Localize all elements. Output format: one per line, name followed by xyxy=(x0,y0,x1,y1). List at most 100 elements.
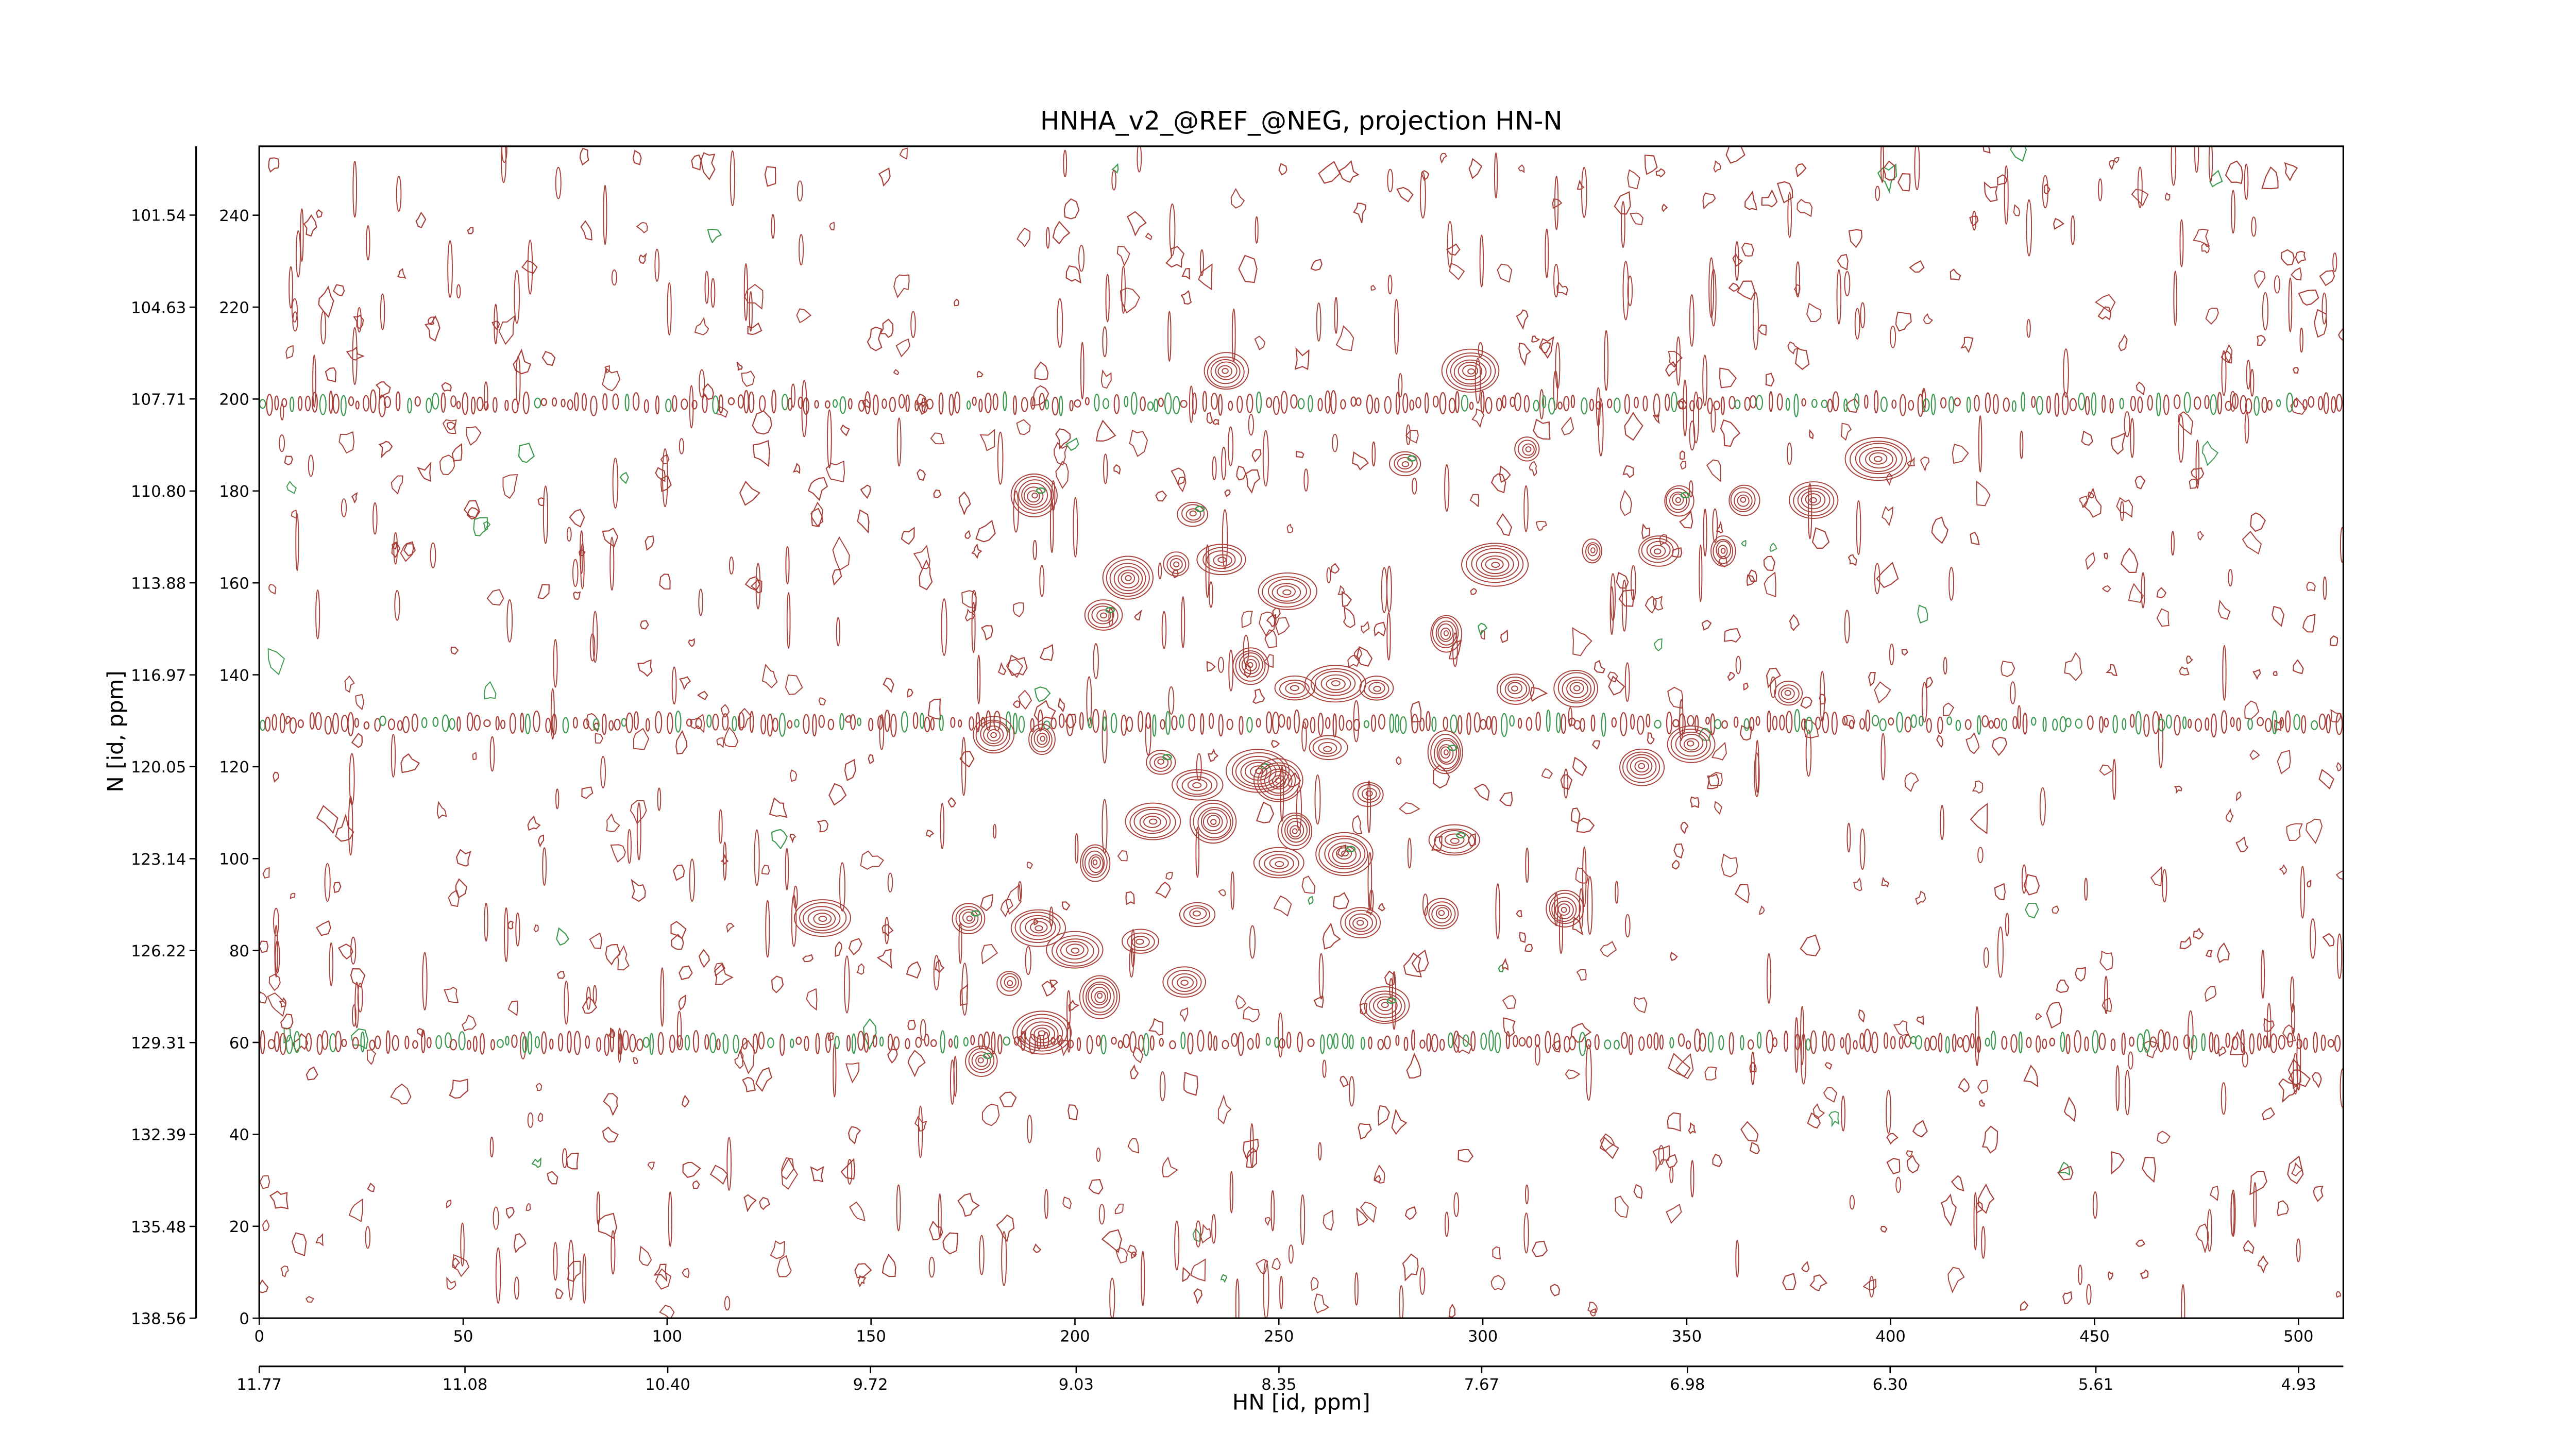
noise xyxy=(1732,253,1743,267)
peak xyxy=(1340,907,1381,938)
ridge-contour xyxy=(1985,1037,1990,1047)
peak xyxy=(1461,543,1529,587)
peak-contour xyxy=(1181,776,1212,795)
ridge-contour xyxy=(1665,393,1670,411)
noise xyxy=(1264,629,1277,648)
noise xyxy=(547,1171,558,1185)
peak-contour xyxy=(1805,493,1821,506)
ridge-contour xyxy=(834,1035,840,1049)
ridge-contour xyxy=(1426,711,1431,732)
noise-streak xyxy=(961,963,968,1016)
ridge-contour xyxy=(274,395,279,411)
peak-contour xyxy=(1680,733,1704,753)
ridge-contour xyxy=(972,396,977,406)
ridge-contour xyxy=(1100,1034,1107,1055)
noise xyxy=(1338,160,1360,183)
noise-streak xyxy=(1249,925,1256,959)
noise-streak xyxy=(564,981,569,1025)
noise xyxy=(1886,1133,1899,1145)
ridge-contour xyxy=(2308,396,2315,408)
noise-streak xyxy=(953,1055,957,1097)
noise-streak xyxy=(1316,302,1321,342)
noise-streak xyxy=(1093,643,1099,679)
ridge-contour xyxy=(1126,716,1133,732)
y-tick-label: 100 xyxy=(219,851,249,869)
noise-streak xyxy=(1419,1267,1426,1295)
noise xyxy=(1127,1138,1140,1154)
noise xyxy=(2118,334,2128,351)
ridge-contour xyxy=(1426,1033,1432,1052)
ridge-contour xyxy=(2311,720,2318,730)
ridge-contour xyxy=(621,718,627,727)
ridge-contour xyxy=(285,1035,293,1054)
peak-contour xyxy=(1189,907,1207,920)
noise-streak xyxy=(1554,175,1559,230)
noise xyxy=(1384,970,1396,986)
noise xyxy=(290,892,296,899)
noise-streak xyxy=(1735,241,1739,281)
noise xyxy=(1446,243,1461,256)
noise xyxy=(633,1057,638,1064)
peak-contour xyxy=(1217,365,1232,378)
noise xyxy=(1115,1247,1128,1264)
noise xyxy=(1125,891,1135,905)
ridge-contour xyxy=(281,398,287,408)
ridge-contour xyxy=(1859,1033,1865,1050)
ridge-contour xyxy=(815,1033,820,1055)
noise xyxy=(1615,1195,1629,1218)
ridge-contour xyxy=(624,393,630,412)
ridge-contour xyxy=(1642,395,1648,412)
noise xyxy=(472,752,477,760)
peak-contour xyxy=(1546,889,1584,928)
noise-streak xyxy=(2323,576,2327,600)
peak xyxy=(1012,1010,1072,1055)
noise-streak xyxy=(1581,166,1587,218)
noise-streak xyxy=(879,714,885,751)
noise-streak xyxy=(329,942,334,986)
noise xyxy=(2193,228,2210,247)
ridge-contour xyxy=(470,396,476,415)
peak-contour xyxy=(1135,938,1144,945)
ridge-contour xyxy=(2301,715,2307,734)
noise xyxy=(1062,901,1071,911)
noise xyxy=(857,1275,867,1288)
noise-streak xyxy=(679,438,684,454)
ridge-contour xyxy=(1003,391,1007,411)
noise xyxy=(1221,1274,1228,1283)
noise xyxy=(1812,1103,1825,1119)
ridge-contour xyxy=(1076,1037,1081,1051)
ridge-contour xyxy=(1395,1035,1400,1046)
noise xyxy=(682,1268,690,1278)
noise xyxy=(417,461,432,482)
ridge-contour xyxy=(741,1037,748,1050)
ridge-contour xyxy=(2137,1033,2144,1053)
y2-tick-label: 132.39 xyxy=(131,1126,186,1144)
peak-contour xyxy=(1187,779,1208,791)
y-tick-label: 120 xyxy=(219,759,249,777)
noise xyxy=(828,783,847,806)
noise xyxy=(2249,1171,2267,1195)
ridge-contour xyxy=(1290,394,1298,409)
ridge-contour xyxy=(2217,392,2223,415)
noise xyxy=(1607,671,1618,683)
noise xyxy=(901,527,915,545)
noise xyxy=(741,370,755,387)
ridge-contour xyxy=(1734,399,1741,409)
peak-contour xyxy=(1341,850,1349,856)
noise xyxy=(350,1028,368,1050)
noise xyxy=(486,589,504,606)
ridge-contour xyxy=(1601,712,1606,737)
ridge-contour xyxy=(305,1033,312,1052)
ridge-contour xyxy=(583,718,589,729)
ridge-contour xyxy=(1370,714,1377,732)
peak-contour xyxy=(955,906,982,931)
noise xyxy=(882,924,894,936)
ridge-contour xyxy=(259,719,266,731)
noise-streak xyxy=(2194,146,2199,173)
ridge-contour xyxy=(1671,392,1677,413)
noise xyxy=(2319,270,2335,287)
ridge-contour xyxy=(545,717,551,733)
noise xyxy=(2075,967,2086,982)
peak xyxy=(1789,481,1839,519)
noise-streak xyxy=(1103,453,1108,484)
